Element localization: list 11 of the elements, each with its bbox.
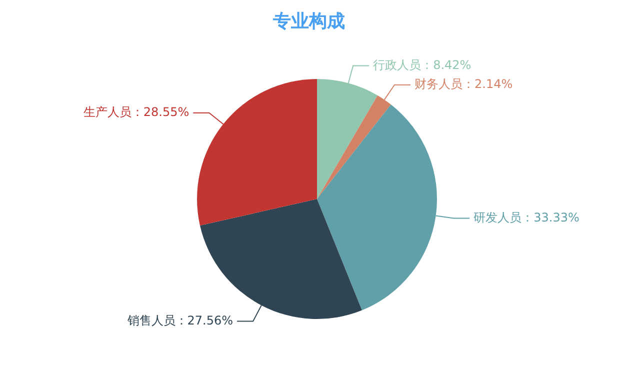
chart-title: 专业构成 bbox=[272, 10, 346, 33]
slice-label: 销售人员 bbox=[126, 313, 176, 328]
data-label: ：2.14% bbox=[462, 76, 513, 91]
slice-label: 财务人员 bbox=[414, 76, 462, 91]
data-label: ：8.42% bbox=[421, 58, 472, 72]
data-label: ：27.56% bbox=[175, 313, 234, 328]
slice-label: 研发人员 bbox=[474, 210, 522, 224]
data-label: ：33.33% bbox=[522, 210, 580, 224]
data-label: ：28.55% bbox=[131, 105, 190, 120]
slice-label: 生产人员 bbox=[83, 105, 132, 120]
slice-label: 行政人员 bbox=[373, 58, 422, 72]
